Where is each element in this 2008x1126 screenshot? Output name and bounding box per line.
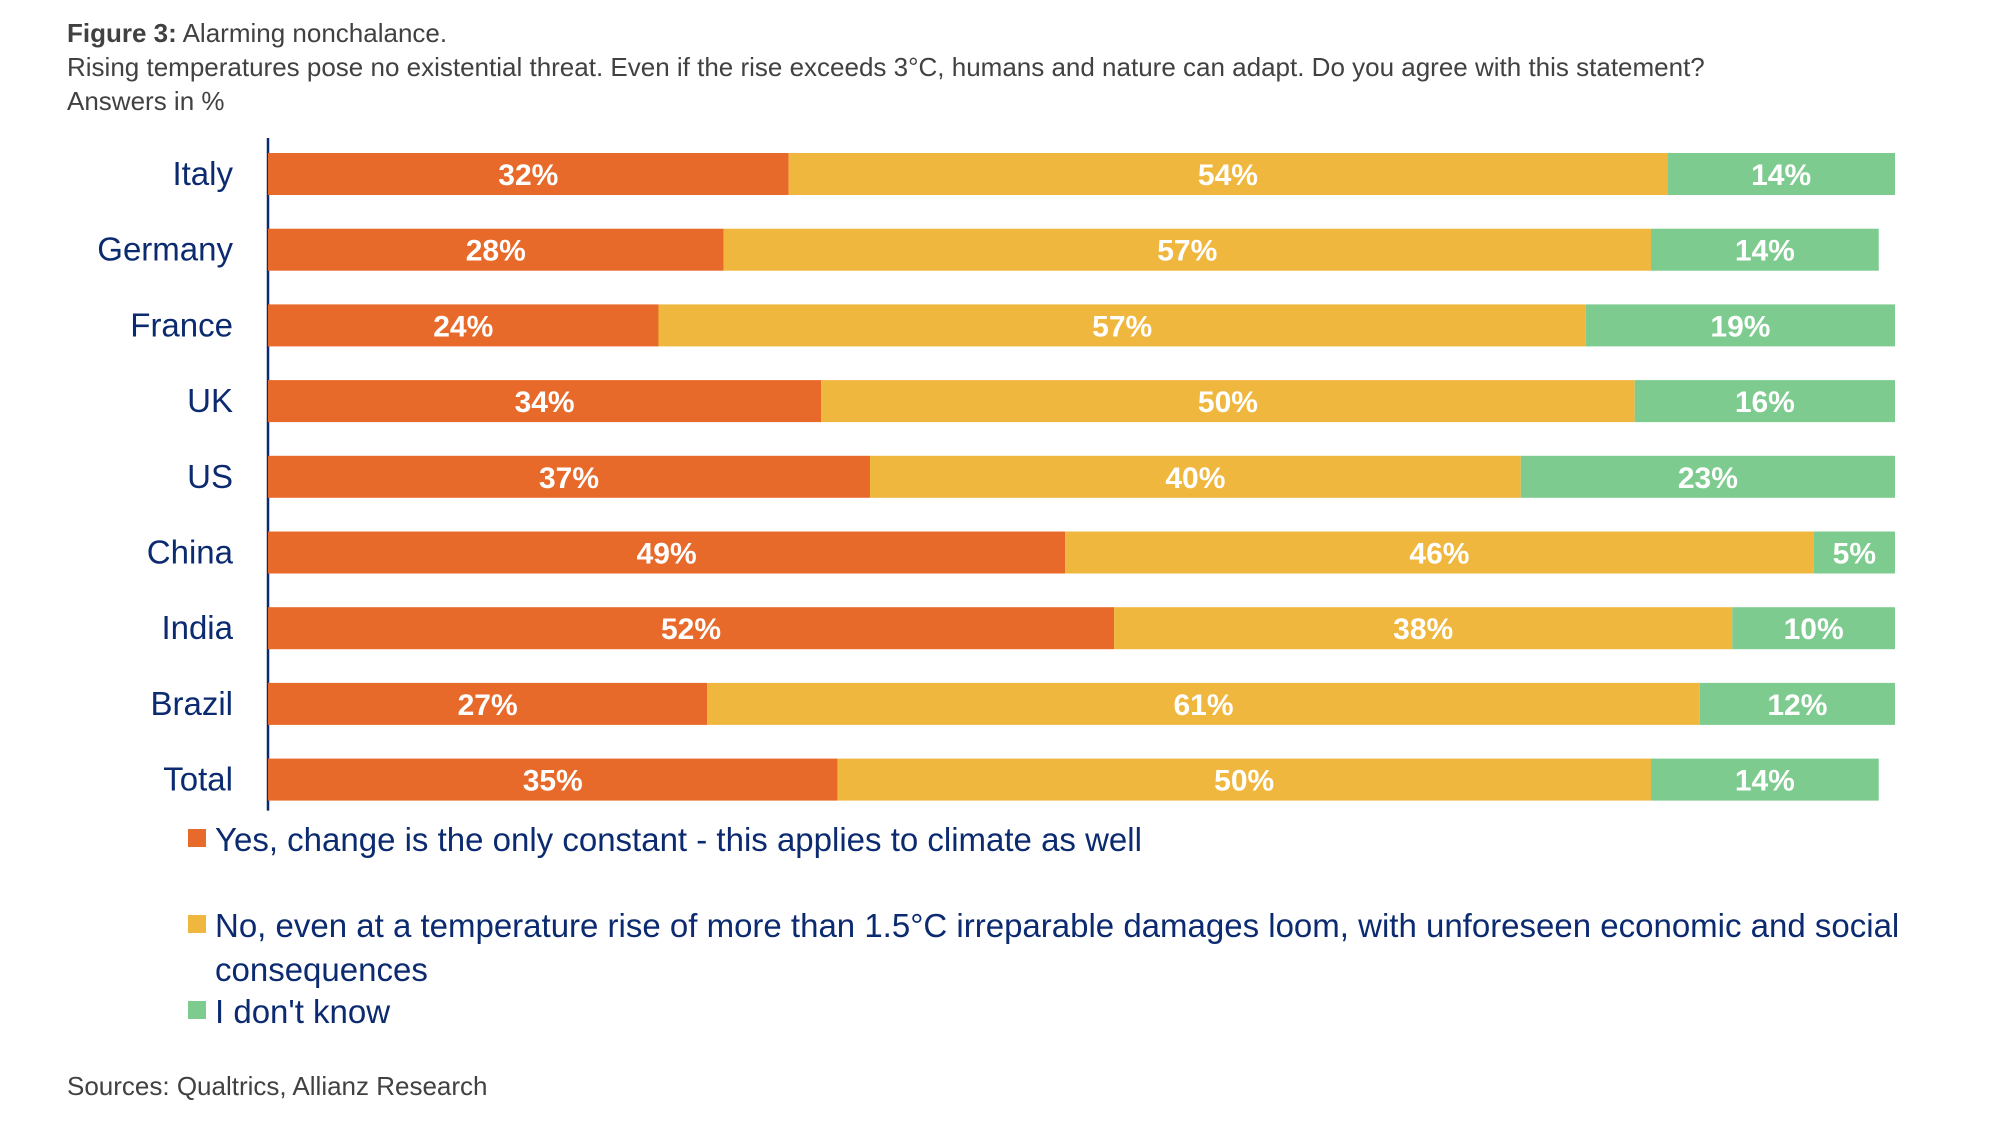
data-label: 50% (1214, 765, 1274, 798)
bar-segment (658, 304, 1586, 347)
data-label: 14% (1735, 765, 1795, 798)
data-label: 38% (1393, 613, 1453, 646)
bar-segment (1813, 531, 1895, 574)
data-label: 35% (523, 765, 583, 798)
figure-question: Rising temperatures pose no existential … (67, 52, 1705, 82)
data-label: 34% (515, 386, 575, 419)
data-label: 57% (1092, 310, 1152, 343)
bar-segment (1732, 607, 1895, 650)
data-label: 23% (1678, 462, 1738, 495)
legend-swatch (188, 1001, 206, 1019)
bar-segment (1699, 682, 1895, 725)
data-label: 16% (1735, 386, 1795, 419)
bar-segment (1650, 228, 1879, 271)
bar-segment (1667, 153, 1895, 195)
category-label: UK (187, 382, 233, 419)
data-label: 54% (1198, 159, 1258, 192)
data-label: 27% (458, 689, 518, 722)
legend-item: No, even at a temperature rise of more t… (188, 904, 1935, 992)
bar-segment (1634, 380, 1895, 423)
data-label: 49% (637, 538, 697, 571)
data-label: 14% (1735, 235, 1795, 268)
bar-segment (268, 380, 822, 423)
bar-segment (268, 758, 838, 801)
data-label: 52% (661, 613, 721, 646)
bar-segment (268, 607, 1115, 650)
legend-swatch (188, 829, 206, 847)
bar-segment (821, 380, 1635, 423)
legend-label: No, even at a temperature rise of more t… (215, 907, 1900, 988)
data-label: 12% (1767, 689, 1827, 722)
category-label: China (147, 534, 234, 571)
bar-segment (707, 682, 1700, 725)
figure-title: Alarming nonchalance. (182, 18, 448, 48)
category-label: France (130, 306, 233, 343)
data-label: 14% (1751, 159, 1811, 192)
category-label: US (187, 458, 233, 495)
bar-segment (268, 153, 789, 195)
figure-label: Figure 3: (67, 18, 177, 48)
data-label: 10% (1784, 613, 1844, 646)
legend-label: I don't know (215, 993, 391, 1030)
category-label: Italy (172, 155, 233, 192)
bar-segment (1114, 607, 1733, 650)
bar-segment (837, 758, 1651, 801)
bar-segment (1650, 758, 1879, 801)
bar-segment (268, 682, 708, 725)
bar-segment (1585, 304, 1895, 347)
data-label: 50% (1198, 386, 1258, 419)
category-label: India (161, 609, 233, 646)
bar-segment (723, 228, 1651, 271)
data-label: 37% (539, 462, 599, 495)
data-label: 24% (433, 310, 493, 343)
data-label: 57% (1157, 235, 1217, 268)
legend-item: Yes, change is the only constant - this … (188, 818, 1935, 862)
bar-segment (268, 455, 870, 498)
legend-swatch (188, 915, 206, 933)
bar-segment (788, 153, 1668, 195)
bar-segment (1520, 455, 1895, 498)
stacked-bar-chart: Italy 32% 54% 14% Germany 28% 57% 14% France 24% 5… (97, 138, 1895, 811)
data-label: 32% (498, 159, 558, 192)
chart-header: Figure 3: Alarming nonchalance. Rising t… (67, 16, 1967, 118)
bar-segment (869, 455, 1521, 498)
figure-unit-note: Answers in % (67, 86, 225, 116)
data-label: 5% (1833, 538, 1876, 571)
bar-segment (268, 304, 659, 347)
figure-title-line: Figure 3: Alarming nonchalance. (67, 16, 1967, 50)
legend-label: Yes, change is the only constant - this … (215, 821, 1142, 858)
legend-item: I don't know (188, 990, 1935, 1034)
data-label: 19% (1710, 310, 1770, 343)
data-label: 40% (1165, 462, 1225, 495)
category-label: Total (163, 761, 233, 798)
bar-segment (1065, 531, 1814, 574)
category-label: Germany (97, 231, 233, 268)
category-label: Brazil (150, 685, 233, 722)
source-note: Sources: Qualtrics, Allianz Research (67, 1071, 488, 1101)
data-label: 46% (1409, 538, 1469, 571)
bar-segment (268, 228, 724, 271)
bar-segment (268, 531, 1066, 574)
data-label: 61% (1174, 689, 1234, 722)
data-label: 28% (466, 235, 526, 268)
